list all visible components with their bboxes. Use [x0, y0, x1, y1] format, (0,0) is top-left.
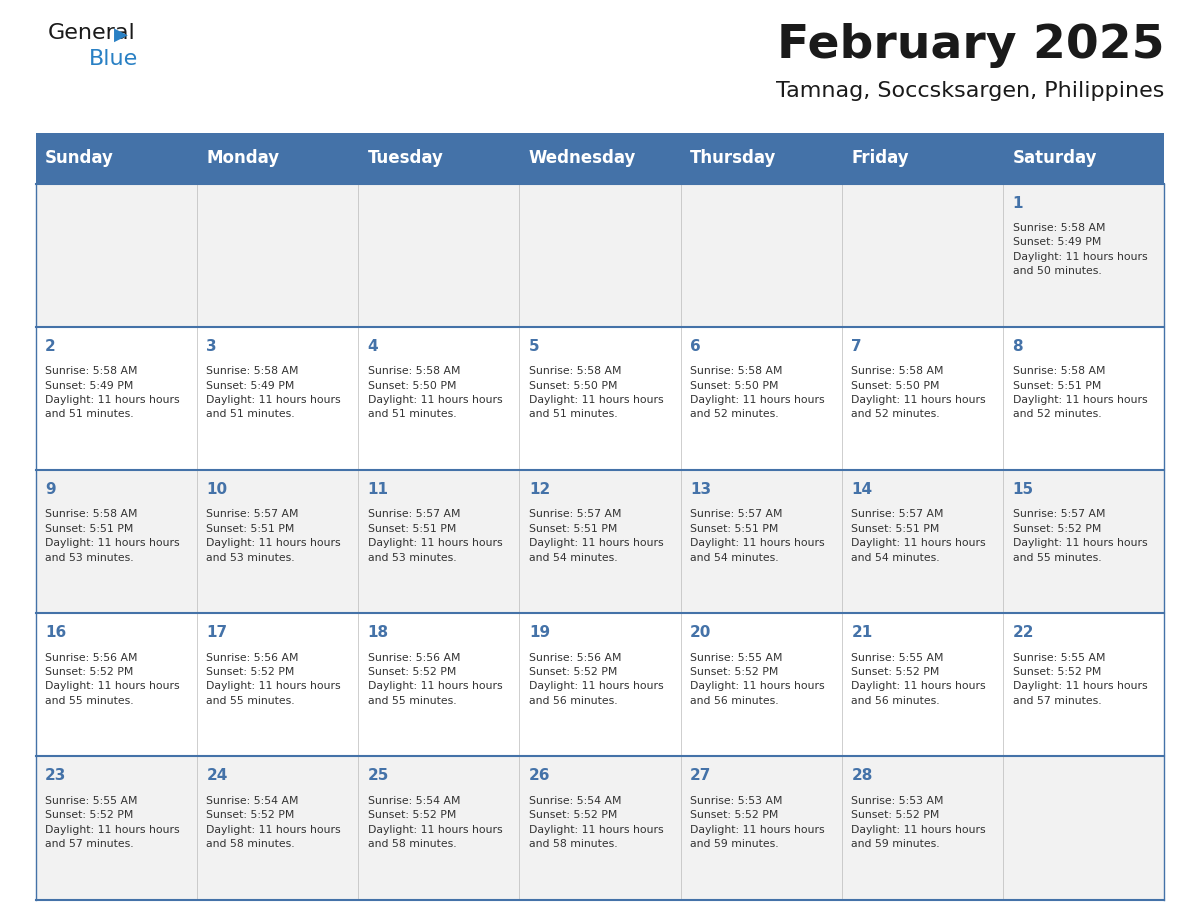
- Text: 8: 8: [1012, 339, 1023, 353]
- Text: February 2025: February 2025: [777, 23, 1164, 68]
- Text: 21: 21: [852, 625, 872, 640]
- Text: 7: 7: [852, 339, 862, 353]
- Text: 3: 3: [207, 339, 217, 353]
- Text: Sunrise: 5:53 AM
Sunset: 5:52 PM
Daylight: 11 hours hours
and 59 minutes.: Sunrise: 5:53 AM Sunset: 5:52 PM Dayligh…: [852, 796, 986, 849]
- Text: Sunrise: 5:58 AM
Sunset: 5:50 PM
Daylight: 11 hours hours
and 51 minutes.: Sunrise: 5:58 AM Sunset: 5:50 PM Dayligh…: [529, 366, 663, 420]
- Text: Sunrise: 5:54 AM
Sunset: 5:52 PM
Daylight: 11 hours hours
and 58 minutes.: Sunrise: 5:54 AM Sunset: 5:52 PM Dayligh…: [529, 796, 663, 849]
- Text: 11: 11: [367, 482, 388, 497]
- Text: ▶: ▶: [114, 26, 128, 44]
- Bar: [358, 133, 519, 184]
- Text: 19: 19: [529, 625, 550, 640]
- Bar: [1003, 133, 1164, 184]
- Text: Sunrise: 5:56 AM
Sunset: 5:52 PM
Daylight: 11 hours hours
and 56 minutes.: Sunrise: 5:56 AM Sunset: 5:52 PM Dayligh…: [529, 653, 663, 706]
- Text: Sunrise: 5:56 AM
Sunset: 5:52 PM
Daylight: 11 hours hours
and 55 minutes.: Sunrise: 5:56 AM Sunset: 5:52 PM Dayligh…: [207, 653, 341, 706]
- Text: Tamnag, Soccsksargen, Philippines: Tamnag, Soccsksargen, Philippines: [776, 81, 1164, 101]
- Text: Friday: Friday: [852, 150, 909, 167]
- Text: 4: 4: [367, 339, 378, 353]
- Text: Sunrise: 5:54 AM
Sunset: 5:52 PM
Daylight: 11 hours hours
and 58 minutes.: Sunrise: 5:54 AM Sunset: 5:52 PM Dayligh…: [367, 796, 503, 849]
- Text: Tuesday: Tuesday: [367, 150, 443, 167]
- Text: Sunrise: 5:55 AM
Sunset: 5:52 PM
Daylight: 11 hours hours
and 56 minutes.: Sunrise: 5:55 AM Sunset: 5:52 PM Dayligh…: [852, 653, 986, 706]
- Text: 16: 16: [45, 625, 67, 640]
- Text: Sunrise: 5:58 AM
Sunset: 5:50 PM
Daylight: 11 hours hours
and 52 minutes.: Sunrise: 5:58 AM Sunset: 5:50 PM Dayligh…: [852, 366, 986, 420]
- Text: Sunrise: 5:55 AM
Sunset: 5:52 PM
Daylight: 11 hours hours
and 57 minutes.: Sunrise: 5:55 AM Sunset: 5:52 PM Dayligh…: [45, 796, 179, 849]
- Text: 15: 15: [1012, 482, 1034, 497]
- Text: 27: 27: [690, 768, 712, 783]
- Text: 13: 13: [690, 482, 712, 497]
- Text: Sunrise: 5:58 AM
Sunset: 5:51 PM
Daylight: 11 hours hours
and 52 minutes.: Sunrise: 5:58 AM Sunset: 5:51 PM Dayligh…: [1012, 366, 1148, 420]
- Text: Sunrise: 5:58 AM
Sunset: 5:50 PM
Daylight: 11 hours hours
and 51 minutes.: Sunrise: 5:58 AM Sunset: 5:50 PM Dayligh…: [367, 366, 503, 420]
- Text: Sunrise: 5:57 AM
Sunset: 5:51 PM
Daylight: 11 hours hours
and 54 minutes.: Sunrise: 5:57 AM Sunset: 5:51 PM Dayligh…: [690, 509, 824, 563]
- Text: Monday: Monday: [207, 150, 279, 167]
- Bar: [36, 133, 197, 184]
- Text: General: General: [48, 23, 135, 43]
- Text: 12: 12: [529, 482, 550, 497]
- Text: Sunrise: 5:58 AM
Sunset: 5:50 PM
Daylight: 11 hours hours
and 52 minutes.: Sunrise: 5:58 AM Sunset: 5:50 PM Dayligh…: [690, 366, 824, 420]
- Text: 2: 2: [45, 339, 56, 353]
- Text: 1: 1: [1012, 196, 1023, 210]
- Text: 26: 26: [529, 768, 550, 783]
- Text: Sunrise: 5:57 AM
Sunset: 5:51 PM
Daylight: 11 hours hours
and 53 minutes.: Sunrise: 5:57 AM Sunset: 5:51 PM Dayligh…: [207, 509, 341, 563]
- Bar: [197, 133, 358, 184]
- Bar: [36, 327, 1164, 470]
- Text: Wednesday: Wednesday: [529, 150, 637, 167]
- Text: 14: 14: [852, 482, 872, 497]
- Text: Sunrise: 5:58 AM
Sunset: 5:49 PM
Daylight: 11 hours hours
and 51 minutes.: Sunrise: 5:58 AM Sunset: 5:49 PM Dayligh…: [45, 366, 179, 420]
- Text: Sunrise: 5:56 AM
Sunset: 5:52 PM
Daylight: 11 hours hours
and 55 minutes.: Sunrise: 5:56 AM Sunset: 5:52 PM Dayligh…: [367, 653, 503, 706]
- Text: Sunrise: 5:55 AM
Sunset: 5:52 PM
Daylight: 11 hours hours
and 57 minutes.: Sunrise: 5:55 AM Sunset: 5:52 PM Dayligh…: [1012, 653, 1148, 706]
- Bar: [36, 470, 1164, 613]
- Text: 10: 10: [207, 482, 227, 497]
- Text: Sunrise: 5:57 AM
Sunset: 5:51 PM
Daylight: 11 hours hours
and 54 minutes.: Sunrise: 5:57 AM Sunset: 5:51 PM Dayligh…: [852, 509, 986, 563]
- Text: Sunday: Sunday: [45, 150, 114, 167]
- Text: 5: 5: [529, 339, 539, 353]
- Text: 25: 25: [367, 768, 388, 783]
- Text: 17: 17: [207, 625, 227, 640]
- Text: Saturday: Saturday: [1012, 150, 1097, 167]
- Bar: [681, 133, 842, 184]
- Text: 18: 18: [367, 625, 388, 640]
- Text: 24: 24: [207, 768, 228, 783]
- Text: Thursday: Thursday: [690, 150, 777, 167]
- Bar: [36, 184, 1164, 327]
- Text: 6: 6: [690, 339, 701, 353]
- Bar: [36, 613, 1164, 756]
- Text: Sunrise: 5:57 AM
Sunset: 5:52 PM
Daylight: 11 hours hours
and 55 minutes.: Sunrise: 5:57 AM Sunset: 5:52 PM Dayligh…: [1012, 509, 1148, 563]
- Text: Sunrise: 5:57 AM
Sunset: 5:51 PM
Daylight: 11 hours hours
and 53 minutes.: Sunrise: 5:57 AM Sunset: 5:51 PM Dayligh…: [367, 509, 503, 563]
- Text: Sunrise: 5:58 AM
Sunset: 5:49 PM
Daylight: 11 hours hours
and 50 minutes.: Sunrise: 5:58 AM Sunset: 5:49 PM Dayligh…: [1012, 223, 1148, 276]
- Text: Sunrise: 5:58 AM
Sunset: 5:49 PM
Daylight: 11 hours hours
and 51 minutes.: Sunrise: 5:58 AM Sunset: 5:49 PM Dayligh…: [207, 366, 341, 420]
- Text: Blue: Blue: [89, 49, 138, 69]
- Text: 9: 9: [45, 482, 56, 497]
- Text: 23: 23: [45, 768, 67, 783]
- Bar: [36, 756, 1164, 900]
- Text: Sunrise: 5:58 AM
Sunset: 5:51 PM
Daylight: 11 hours hours
and 53 minutes.: Sunrise: 5:58 AM Sunset: 5:51 PM Dayligh…: [45, 509, 179, 563]
- Text: Sunrise: 5:54 AM
Sunset: 5:52 PM
Daylight: 11 hours hours
and 58 minutes.: Sunrise: 5:54 AM Sunset: 5:52 PM Dayligh…: [207, 796, 341, 849]
- Text: Sunrise: 5:57 AM
Sunset: 5:51 PM
Daylight: 11 hours hours
and 54 minutes.: Sunrise: 5:57 AM Sunset: 5:51 PM Dayligh…: [529, 509, 663, 563]
- Text: Sunrise: 5:56 AM
Sunset: 5:52 PM
Daylight: 11 hours hours
and 55 minutes.: Sunrise: 5:56 AM Sunset: 5:52 PM Dayligh…: [45, 653, 179, 706]
- Text: 22: 22: [1012, 625, 1034, 640]
- Text: 20: 20: [690, 625, 712, 640]
- Text: Sunrise: 5:55 AM
Sunset: 5:52 PM
Daylight: 11 hours hours
and 56 minutes.: Sunrise: 5:55 AM Sunset: 5:52 PM Dayligh…: [690, 653, 824, 706]
- Bar: [842, 133, 1003, 184]
- Text: 28: 28: [852, 768, 873, 783]
- Bar: [519, 133, 681, 184]
- Text: Sunrise: 5:53 AM
Sunset: 5:52 PM
Daylight: 11 hours hours
and 59 minutes.: Sunrise: 5:53 AM Sunset: 5:52 PM Dayligh…: [690, 796, 824, 849]
